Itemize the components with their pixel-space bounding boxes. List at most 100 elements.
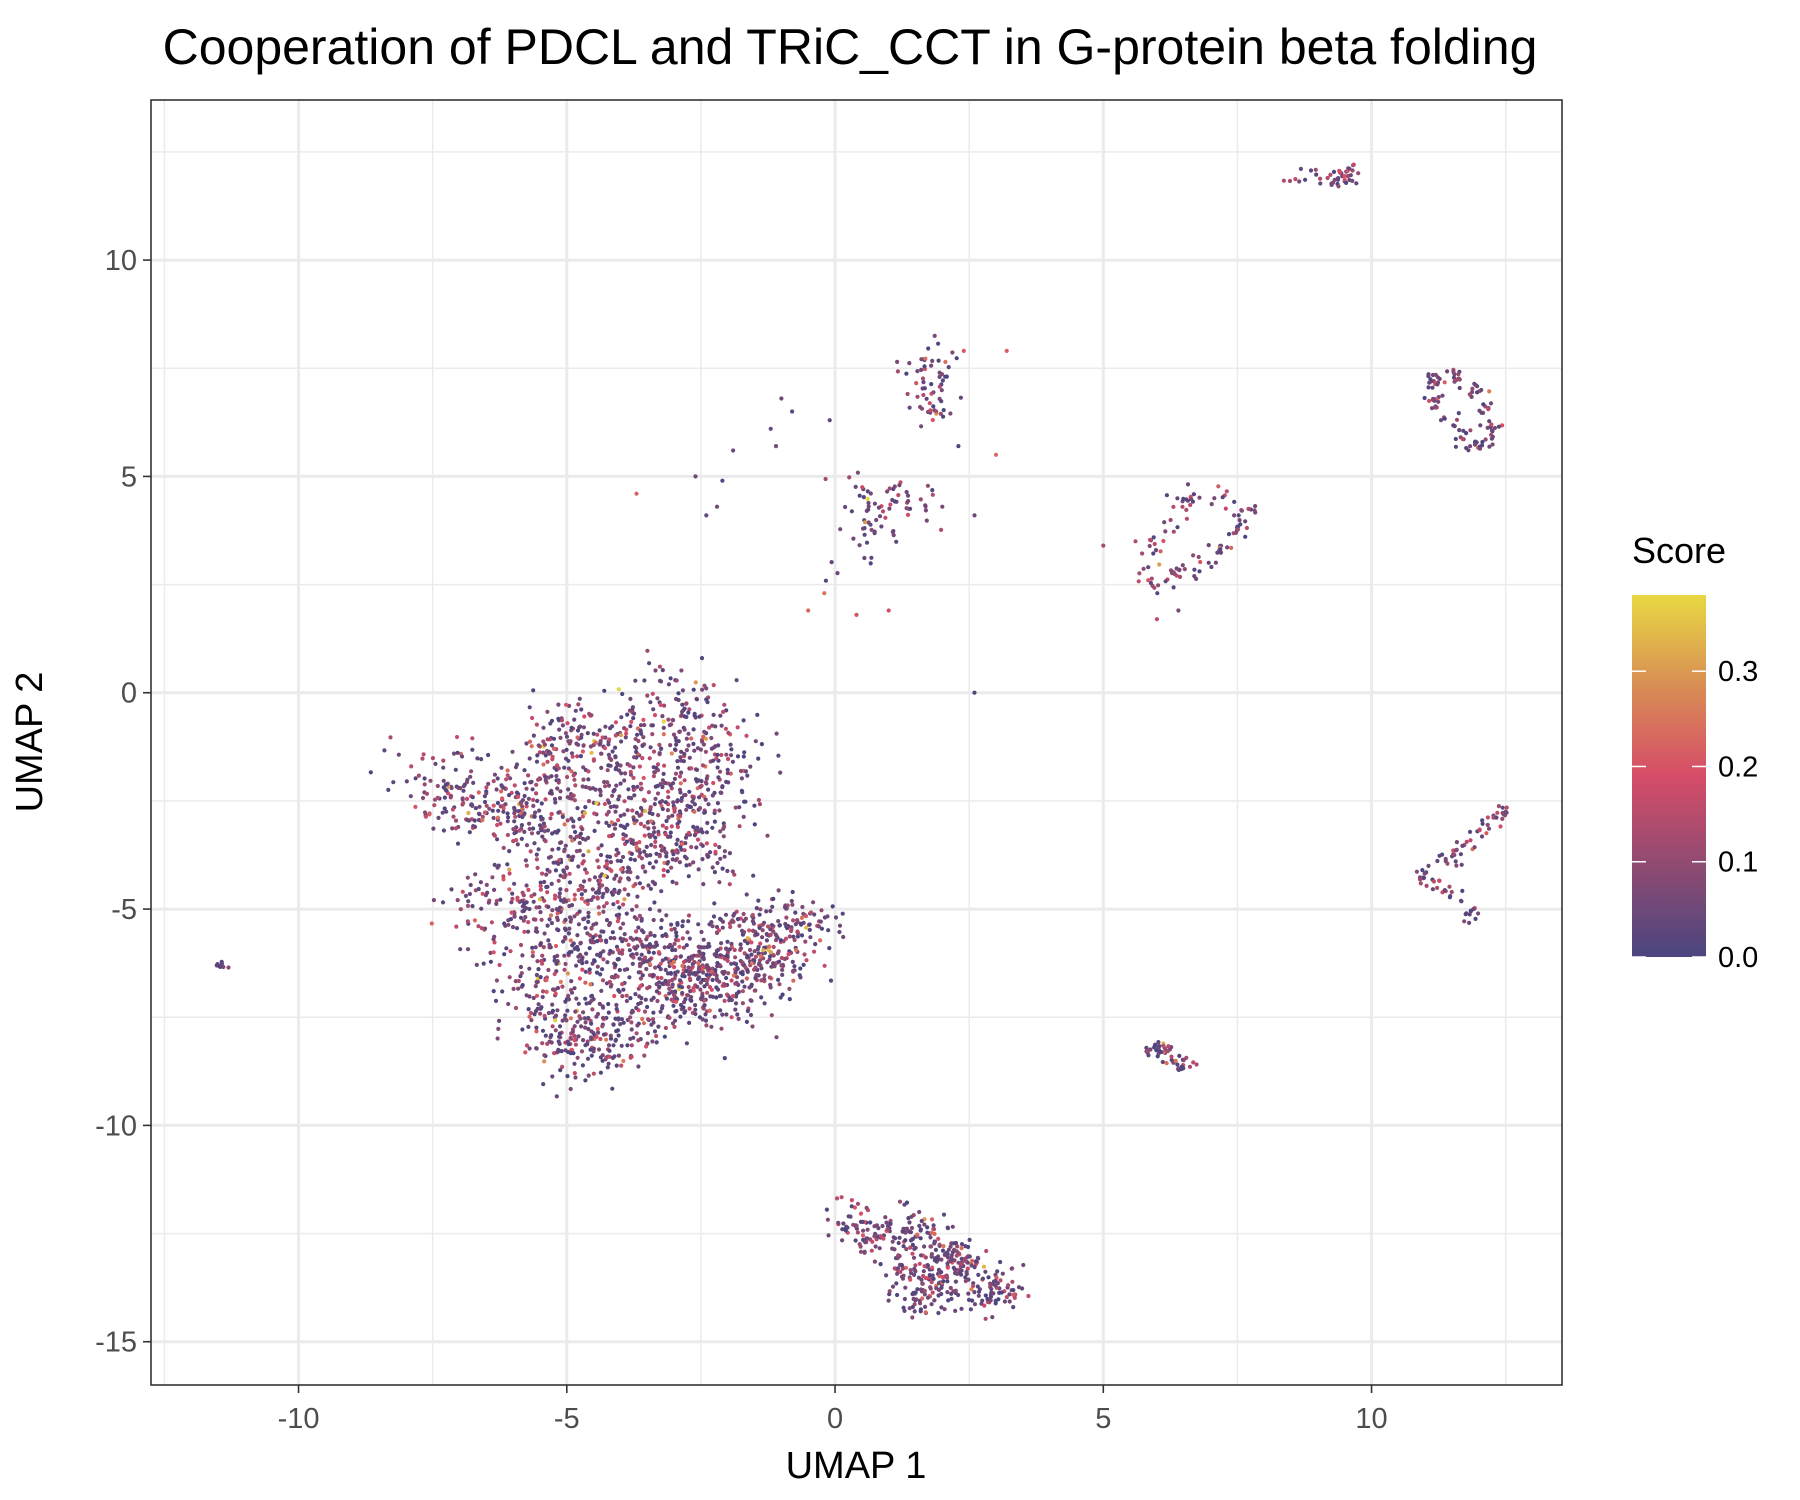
cell-point [451,814,456,819]
cell-point [640,743,645,749]
cell-point [563,917,568,923]
cell-point [716,947,721,953]
cell-point [482,799,488,805]
cell-point [636,1038,641,1043]
cell-point [945,1290,950,1295]
cell-point [637,937,642,942]
cell-point [776,949,781,954]
cell-point [523,1050,528,1055]
cell-point [655,762,661,767]
cell-point [611,1022,616,1027]
cell-point [613,767,618,772]
cell-point [522,929,527,934]
cell-point [550,831,555,836]
cell-point [712,901,717,906]
cell-point [791,934,796,939]
cell-point [564,1018,569,1023]
cell-point [582,916,587,921]
cell-point [645,693,650,698]
cell-point [765,924,771,929]
cell-point [601,1005,606,1010]
cell-point [791,918,796,923]
cell-point [486,752,491,758]
cell-point [703,1012,708,1017]
cell-point [560,723,566,728]
cell-point [589,925,594,931]
cell-point [705,966,710,971]
cell-point [662,945,667,950]
cell-point [687,755,692,760]
cell-point [527,1014,532,1019]
cell-point [473,872,478,877]
cell-point [759,995,764,1000]
cell-point [533,984,538,989]
cell-point [724,975,729,981]
cell-point [1477,828,1482,833]
cell-point [652,900,657,905]
cell-point [531,803,536,809]
cell-point [577,840,582,846]
cell-point [464,796,470,802]
cell-point [970,1298,975,1303]
cell-point [628,996,633,1001]
cell-point [946,1247,952,1252]
cell-point [605,960,610,965]
cell-point [967,1254,972,1259]
cell-point [534,993,540,998]
cell-point [472,818,477,823]
cell-point [642,678,647,683]
cell-point [533,929,539,934]
cell-point [1147,543,1152,549]
cell-point [678,781,683,786]
cell-point [615,762,620,768]
cell-point [531,899,536,904]
cell-point [720,866,725,871]
cell-point [564,888,569,893]
cell-point [561,749,566,754]
cell-point [742,984,747,989]
cell-point [897,1235,902,1240]
x-tick-label: -5 [554,1403,580,1435]
cell-point [674,738,679,743]
cell-point [577,696,582,701]
cell-point [1157,562,1162,567]
cell-point [581,725,587,730]
cell-point [504,946,509,951]
cell-point [534,972,540,978]
cell-point [508,776,513,781]
cell-point [633,882,638,887]
cell-point [1442,380,1447,385]
cell-point [644,937,649,942]
cell-point [857,543,862,548]
cell-point [579,892,584,897]
cell-point [492,887,497,893]
cell-point [995,1269,1000,1274]
cell-point [562,967,567,972]
cell-point [745,773,750,778]
cell-point [540,1028,546,1033]
cell-point [580,814,586,819]
cell-point [983,1316,988,1321]
cell-point [765,960,770,965]
cell-point [614,1006,619,1012]
cell-point [789,927,794,932]
cell-point [642,824,647,829]
cell-point [716,775,721,780]
cell-point [701,937,706,942]
cell-point [700,1017,705,1022]
x-axis-title: UMAP 1 [786,1445,927,1487]
cell-point [665,971,671,976]
cell-point [647,810,652,816]
cell-point [735,1012,740,1017]
cell-point [496,863,501,868]
cell-point [669,922,674,927]
cell-point [928,1235,933,1240]
cell-point [442,795,447,800]
cell-point [1435,885,1440,891]
cell-point [787,997,792,1002]
cell-point [531,917,537,922]
cell-point [589,1053,594,1058]
cell-point [878,1262,883,1267]
cell-point [719,752,724,758]
cell-point [764,909,769,914]
